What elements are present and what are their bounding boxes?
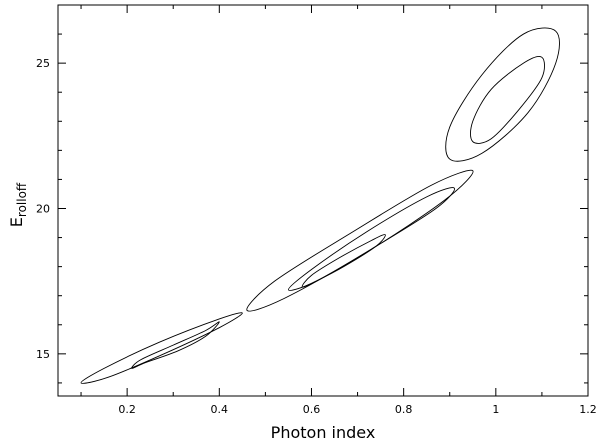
x-tick-label: 0.6 xyxy=(303,403,321,416)
x-tick-label: 0.4 xyxy=(211,403,229,416)
contour-line xyxy=(131,321,220,369)
contour-line xyxy=(287,187,455,291)
x-axis-label: Photon index xyxy=(271,423,376,441)
contour-line xyxy=(470,56,545,144)
contour-line xyxy=(246,169,474,312)
x-tick-label: 0.8 xyxy=(395,403,413,416)
y-axis-label-sub: rolloff xyxy=(15,182,29,217)
contour-line xyxy=(445,27,560,162)
x-tick-label: 0.2 xyxy=(118,403,136,416)
y-axis-label-group: Erolloff xyxy=(7,182,29,227)
y-tick-label: 20 xyxy=(36,202,50,215)
x-tick-label: 1.2 xyxy=(579,403,597,416)
y-tick-label: 15 xyxy=(36,348,50,361)
x-tick-label: 1 xyxy=(492,403,499,416)
contour-line xyxy=(301,234,386,288)
contour-line xyxy=(80,312,243,384)
y-axis-label-main: E xyxy=(7,217,26,227)
plot-frame xyxy=(57,4,589,397)
y-tick-label: 25 xyxy=(36,57,50,70)
y-axis-label: Erolloff xyxy=(7,182,29,227)
